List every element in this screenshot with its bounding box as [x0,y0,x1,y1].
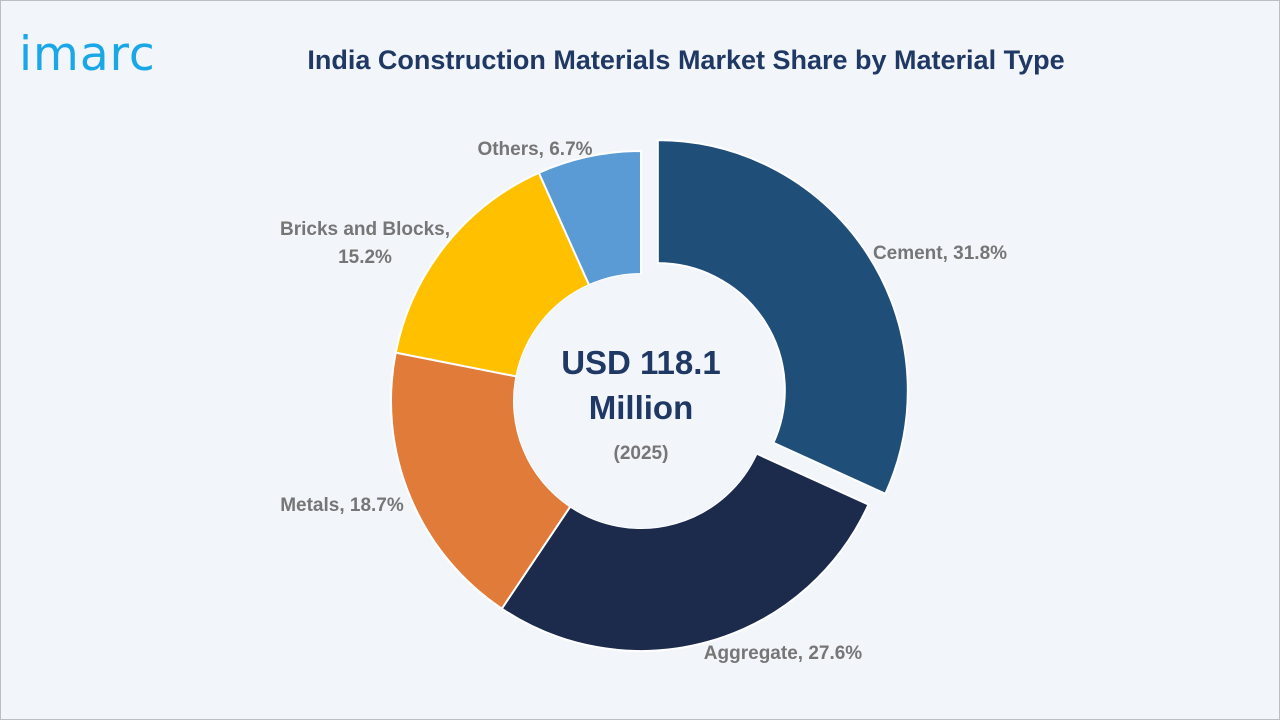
slice-cement [656,139,909,496]
data-label-metals: Metals, 18.7% [280,495,404,516]
data-label-cement: Cement, 31.8% [873,243,1007,264]
data-label-bricks-line1: Bricks and Blocks, [280,219,450,240]
center-value-line2: Million [589,389,693,426]
center-value-line1: USD 118.1 [561,344,721,381]
data-label-bricks-line2: 15.2% [338,247,392,268]
chart-title: India Construction Materials Market Shar… [307,45,1065,75]
imarc-logo: imarc [19,27,156,82]
donut-hole [514,274,768,528]
data-label-aggregate: Aggregate, 27.6% [704,643,862,664]
center-year: (2025) [614,443,669,464]
data-label-others: Others, 6.7% [477,139,592,160]
